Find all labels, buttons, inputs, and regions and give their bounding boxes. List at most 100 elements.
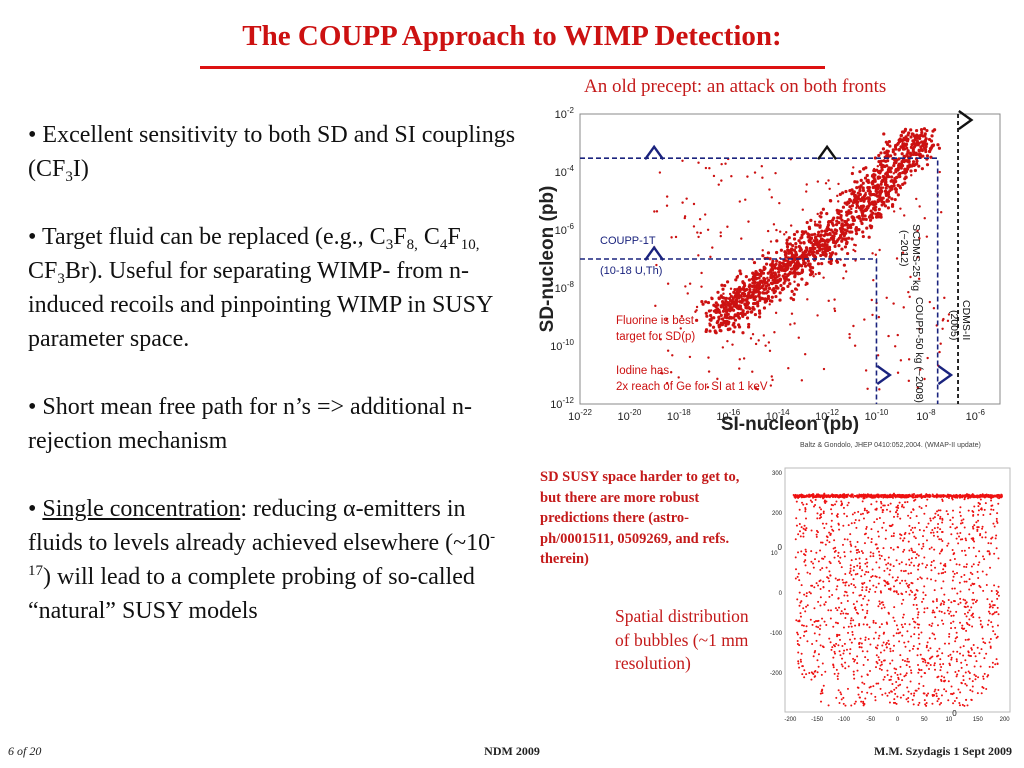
model-point	[726, 312, 730, 316]
model-point	[719, 321, 723, 325]
y-tick-label: 10-8	[555, 280, 575, 295]
model-point	[768, 299, 773, 303]
bubble-point	[940, 531, 943, 534]
bubble-point	[946, 513, 949, 516]
bubble-point	[814, 498, 817, 501]
model-point	[764, 262, 769, 266]
bubble-point	[830, 525, 833, 528]
bubble-point	[933, 589, 936, 592]
model-point	[886, 149, 890, 153]
bubble-point	[923, 699, 926, 702]
model-point	[848, 205, 852, 209]
model-point	[720, 317, 725, 321]
bubble-point	[940, 680, 943, 683]
bubble-point	[934, 668, 937, 671]
bubble-point	[944, 562, 947, 565]
model-point	[719, 324, 722, 328]
bubble-x-tick-label: 0	[896, 717, 900, 723]
model-point	[918, 237, 921, 240]
model-point	[825, 233, 830, 237]
model-point	[674, 235, 678, 239]
bubble-point	[872, 584, 875, 587]
bubble-point	[949, 610, 952, 613]
bubble-point	[910, 692, 913, 695]
bubble-point	[887, 504, 890, 507]
bubble-point	[887, 556, 890, 559]
bubble-point	[889, 510, 892, 513]
model-point	[726, 225, 729, 228]
model-point	[701, 302, 705, 306]
bubble-point	[819, 596, 822, 599]
bubble-point	[886, 581, 889, 584]
bubble-point	[950, 533, 953, 536]
bubble-point	[834, 503, 837, 506]
model-point	[837, 182, 840, 186]
model-point	[909, 135, 913, 139]
bubble-point	[955, 526, 958, 529]
bubble-point	[817, 584, 820, 587]
bubble-point	[840, 502, 843, 505]
model-point	[711, 325, 716, 329]
bubble-point	[950, 614, 953, 617]
bubble-point	[797, 651, 800, 654]
bubble-point	[939, 658, 942, 661]
model-point	[756, 289, 760, 293]
model-point	[746, 325, 751, 329]
model-point	[808, 253, 812, 257]
model-point	[704, 166, 708, 170]
model-point	[692, 202, 696, 206]
model-point	[859, 184, 863, 188]
bubble-point	[835, 514, 838, 517]
model-point	[759, 271, 763, 275]
bubble-point	[965, 563, 968, 566]
bubble-point	[995, 534, 998, 537]
bubble-point	[838, 606, 841, 609]
model-point	[855, 186, 859, 190]
bubble-point	[805, 550, 808, 553]
bubble-point	[857, 686, 860, 689]
bubble-point	[882, 521, 885, 524]
bubble-point	[987, 619, 990, 622]
bubble-point	[982, 675, 985, 678]
bubble-point	[950, 658, 953, 661]
bubble-point	[936, 526, 939, 529]
bubble-point	[874, 666, 877, 669]
model-point	[770, 196, 773, 199]
bubble-point	[933, 527, 936, 530]
bubble-point	[979, 623, 982, 626]
bubble-point	[858, 519, 861, 522]
bubble-point	[896, 628, 899, 631]
bubble-point	[963, 612, 966, 615]
bubble-point	[837, 689, 840, 692]
bubble-point	[979, 665, 982, 668]
model-point	[921, 143, 925, 148]
bubble-point	[795, 500, 798, 503]
bubble-point	[907, 514, 910, 517]
bubble-point	[908, 623, 911, 626]
model-point	[719, 231, 722, 234]
bubble-point	[798, 591, 801, 594]
bubble-point	[937, 514, 940, 517]
model-point	[778, 277, 782, 281]
model-point	[813, 222, 817, 226]
model-point	[843, 219, 847, 224]
bubble-point	[977, 505, 980, 508]
model-point	[877, 315, 881, 319]
bubble-point	[916, 578, 919, 581]
model-point	[774, 311, 778, 315]
bubble-point	[931, 611, 934, 614]
bubble-point	[865, 570, 868, 573]
bubble-point	[819, 587, 822, 590]
bubble-point	[868, 579, 871, 582]
bubble-point	[949, 519, 952, 522]
model-point	[731, 316, 735, 320]
model-point	[786, 284, 790, 289]
bubble-point	[936, 624, 939, 627]
bubble-point	[901, 505, 904, 508]
model-point	[861, 234, 865, 239]
model-point	[704, 300, 708, 304]
bubble-point	[824, 543, 827, 546]
model-point	[743, 312, 747, 316]
model-point	[924, 149, 928, 154]
bubble-point	[996, 635, 999, 638]
